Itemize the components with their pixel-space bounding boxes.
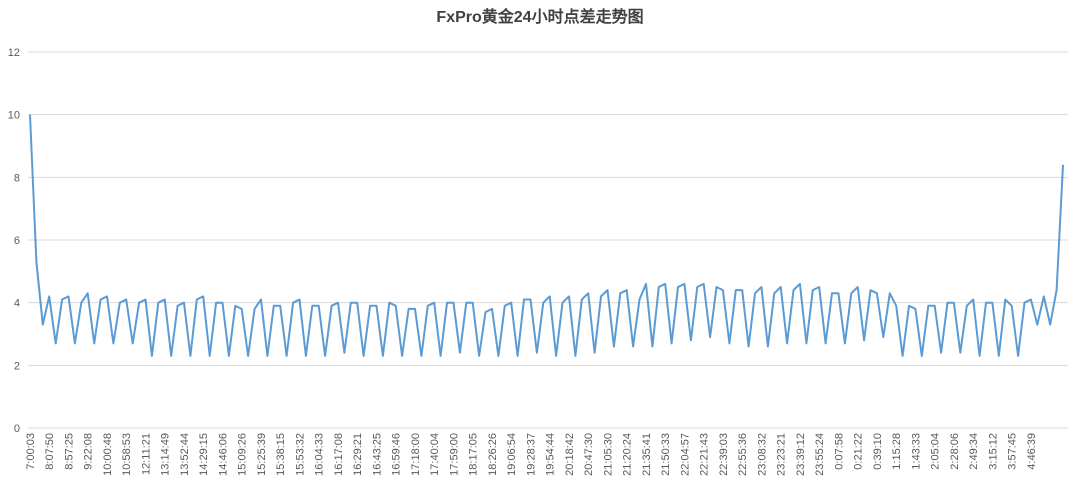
- x-tick-label: 13:52:44: [179, 433, 191, 476]
- x-tick-label: 22:21:43: [699, 433, 711, 476]
- x-tick-label: 2:49:34: [968, 433, 980, 470]
- x-tick-label: 20:18:42: [564, 433, 576, 476]
- y-tick-label: 10: [8, 110, 20, 122]
- x-tick-label: 2:05:04: [930, 433, 942, 470]
- x-tick-label: 19:06:54: [506, 433, 518, 476]
- x-tick-label: 15:38:15: [275, 433, 287, 476]
- x-tick-label: 22:04:57: [679, 433, 691, 476]
- x-tick-label: 0:07:58: [833, 433, 845, 470]
- x-tick-label: 18:17:05: [468, 433, 480, 476]
- x-tick-label: 16:43:25: [371, 433, 383, 476]
- y-tick-label: 4: [14, 298, 20, 310]
- x-tick-label: 17:18:00: [410, 433, 422, 476]
- x-tick-label: 10:00:48: [102, 433, 114, 476]
- x-tick-label: 22:39:03: [718, 433, 730, 476]
- x-tick-label: 12:11:21: [140, 433, 152, 475]
- x-tick-label: 0:39:10: [872, 433, 884, 470]
- x-tick-label: 18:26:26: [487, 433, 499, 476]
- x-tick-label: 3:57:45: [1007, 433, 1019, 470]
- x-tick-label: 21:35:41: [641, 433, 653, 476]
- x-tick-label: 14:29:15: [198, 433, 210, 476]
- x-tick-label: 17:40:04: [429, 433, 441, 476]
- x-tick-label: 15:09:26: [237, 433, 249, 476]
- x-tick-label: 21:50:33: [660, 433, 672, 476]
- x-tick-label: 4:46:39: [1026, 433, 1038, 470]
- x-tick-label: 15:25:39: [256, 433, 268, 476]
- x-tick-label: 20:47:30: [583, 433, 595, 476]
- x-tick-label: 1:43:33: [910, 433, 922, 470]
- y-tick-label: 8: [14, 172, 20, 184]
- x-tick-label: 8:57:25: [63, 433, 75, 470]
- x-tick-label: 7:00:03: [25, 433, 37, 470]
- y-tick-label: 12: [8, 47, 20, 59]
- x-tick-label: 0:21:22: [853, 433, 865, 470]
- y-tick-label: 0: [14, 423, 20, 435]
- x-tick-label: 23:23:21: [776, 433, 788, 476]
- x-tick-label: 19:54:44: [545, 433, 557, 476]
- y-tick-label: 6: [14, 235, 20, 247]
- x-tick-label: 23:55:24: [814, 433, 826, 476]
- x-tick-label: 16:04:33: [314, 433, 326, 476]
- x-tick-label: 15:53:32: [294, 433, 306, 476]
- x-tick-label: 13:14:49: [160, 433, 172, 476]
- y-tick-label: 2: [14, 360, 20, 372]
- x-tick-label: 16:17:08: [333, 433, 345, 476]
- x-tick-label: 3:15:12: [987, 433, 999, 470]
- x-tick-label: 2:28:06: [949, 433, 961, 470]
- x-tick-label: 1:15:28: [891, 433, 903, 470]
- x-tick-label: 19:28:37: [525, 433, 537, 476]
- x-tick-label: 10:58:53: [121, 433, 133, 476]
- x-tick-label: 16:59:46: [391, 433, 403, 476]
- x-tick-label: 23:08:32: [756, 433, 768, 476]
- x-tick-label: 22:55:36: [737, 433, 749, 476]
- x-tick-label: 21:05:30: [602, 433, 614, 476]
- x-tick-label: 17:59:00: [448, 433, 460, 476]
- chart-title: FxPro黄金24小时点差走势图: [436, 7, 643, 26]
- x-tick-label: 9:22:08: [83, 433, 95, 470]
- x-tick-label: 16:29:21: [352, 433, 364, 476]
- x-tick-label: 8:07:50: [44, 433, 56, 470]
- data-line: [29, 114, 1064, 357]
- x-tick-label: 21:20:24: [622, 433, 634, 476]
- x-tick-label: 23:39:12: [795, 433, 807, 476]
- x-tick-label: 14:46:06: [217, 433, 229, 476]
